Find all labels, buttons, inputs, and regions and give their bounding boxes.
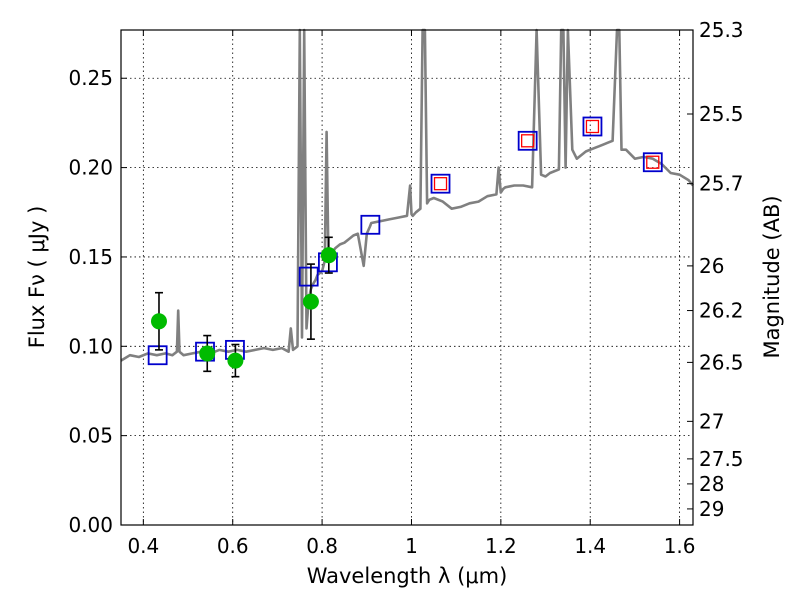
x-tick-label: 1.6: [664, 534, 696, 558]
x-tick-label: 1.2: [485, 534, 517, 558]
plot-frame: [120, 29, 694, 526]
predicted-photometry-square: [517, 130, 538, 151]
right-tick-label: 25.7: [699, 172, 744, 196]
spectrum-line: [120, 28, 694, 362]
x-axis-label: Wavelength λ (μm): [307, 564, 508, 588]
model-photometry-square: [585, 119, 600, 134]
right-tick-label: 26.2: [699, 299, 744, 323]
right-tick-label: 28: [699, 472, 724, 496]
observed-flux-point: [302, 293, 319, 310]
y-tick-label: 0.25: [68, 66, 113, 90]
observed-flux-point: [150, 313, 167, 330]
axis-ticks: 0.4 0.6 0.8 1 1.2 1.4 1.6 0.00 0.05 0.10 0.15 0.20 0…: [68, 18, 743, 558]
model-photometry-square: [646, 155, 660, 169]
predicted-photometry-square: [582, 116, 603, 137]
predicted-photometry-square: [147, 345, 168, 366]
predicted-photometry-square: [430, 173, 451, 194]
observed-flux-point: [320, 247, 337, 264]
y-tick-label: 0.10: [68, 334, 113, 358]
model-photometry-square: [521, 134, 535, 148]
right-tick-label: 26.5: [699, 350, 744, 374]
x-tick-label: 0.8: [306, 534, 338, 558]
y-tick-label: 0.15: [68, 245, 113, 269]
predicted-photometry-square: [642, 152, 663, 173]
right-tick-label: 25.5: [699, 102, 744, 126]
observed-flux-point: [227, 352, 244, 369]
grid: [121, 30, 693, 526]
right-tick-label: 25.3: [699, 18, 744, 42]
model-photometry-square: [433, 177, 448, 191]
x-tick-label: 0.4: [127, 534, 159, 558]
y-tick-label: 0.05: [68, 424, 113, 448]
predicted-photometry-square: [298, 266, 319, 287]
right-tick-label: 26: [699, 254, 724, 278]
y-tick-label: 0.00: [68, 513, 113, 537]
right-tick-label: 27.5: [699, 447, 744, 471]
predicted-photometry-square: [360, 214, 381, 235]
right-tick-label: 29: [699, 497, 724, 521]
x-tick-label: 0.6: [217, 534, 249, 558]
y-axis-label: Flux Fν ( μJy ): [25, 206, 49, 349]
plot-area: [120, 28, 694, 378]
x-tick-label: 1: [405, 534, 418, 558]
y-axis-right-label: Magnitude (AB): [760, 195, 784, 358]
right-tick-label: 27: [699, 409, 724, 433]
y-tick-label: 0.20: [68, 156, 113, 180]
observed-flux-point: [199, 345, 216, 362]
x-tick-label: 1.4: [574, 534, 606, 558]
